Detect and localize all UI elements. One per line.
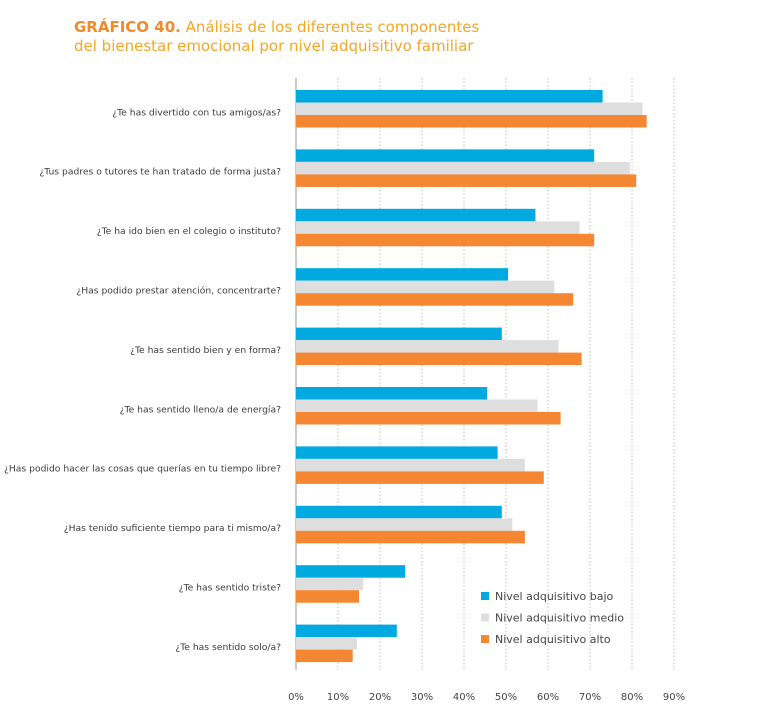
chart-title-line1: Análisis de los diferentes componentes bbox=[185, 18, 480, 36]
x-tick-label: 70% bbox=[579, 692, 601, 703]
x-tick-label: 50% bbox=[495, 692, 517, 703]
bar bbox=[296, 115, 647, 128]
bar bbox=[296, 90, 603, 103]
x-tick-label: 30% bbox=[411, 692, 433, 703]
bar bbox=[296, 149, 595, 162]
bar bbox=[296, 530, 525, 544]
x-tick-label: 60% bbox=[537, 692, 559, 703]
bar bbox=[296, 387, 488, 400]
x-tick-label: 20% bbox=[369, 692, 391, 703]
bar bbox=[296, 102, 643, 115]
chart-title: GRÁFICO 40. Análisis de los diferentes c… bbox=[74, 18, 714, 56]
bar bbox=[296, 412, 561, 425]
category-label: ¿Has podido prestar atención, concentrar… bbox=[76, 286, 281, 297]
x-tick-label: 40% bbox=[453, 692, 475, 703]
legend-label: Nivel adquisitivo medio bbox=[495, 612, 624, 625]
legend-swatch bbox=[481, 613, 489, 622]
x-tick-label: 90% bbox=[663, 692, 685, 703]
bar bbox=[296, 268, 509, 281]
category-label: ¿Te has sentido lleno/a de energía? bbox=[120, 404, 281, 415]
bar bbox=[296, 518, 513, 531]
category-label: ¿Te ha ido bien en el colegio o institut… bbox=[97, 226, 281, 237]
category-label: ¿Te has divertido con tus amigos/as? bbox=[112, 107, 281, 118]
bar bbox=[296, 399, 538, 412]
bar bbox=[296, 221, 580, 234]
bar bbox=[296, 352, 582, 366]
bar bbox=[296, 458, 525, 472]
chart-title-line2: del bienestar emocional por nivel adquis… bbox=[74, 37, 474, 55]
bar bbox=[296, 505, 502, 519]
bar bbox=[296, 340, 559, 353]
category-label: ¿Te has sentido solo/a? bbox=[175, 642, 281, 653]
bar bbox=[296, 637, 357, 650]
category-label: ¿Has podido hacer las cosas que querías … bbox=[4, 464, 281, 475]
bar bbox=[296, 327, 502, 341]
legend-swatch bbox=[481, 592, 489, 600]
bar bbox=[296, 624, 397, 638]
category-label: ¿Te has sentido triste? bbox=[179, 583, 281, 594]
x-tick-label: 10% bbox=[327, 692, 349, 703]
bar bbox=[296, 446, 498, 459]
bar bbox=[296, 590, 359, 603]
category-label: ¿Has tenido suficiente tiempo para ti mi… bbox=[64, 523, 281, 534]
bar bbox=[296, 565, 406, 578]
bar bbox=[296, 161, 630, 175]
category-label: ¿Te has sentido bien y en forma? bbox=[130, 345, 281, 356]
bar bbox=[296, 208, 536, 222]
bar bbox=[296, 577, 364, 591]
legend-swatch bbox=[481, 635, 489, 643]
x-tick-label: 0% bbox=[288, 692, 304, 703]
bar bbox=[296, 293, 574, 306]
bar bbox=[296, 174, 637, 187]
x-tick-label: 80% bbox=[621, 692, 643, 703]
legend-label: Nivel adquisitivo bajo bbox=[495, 590, 614, 603]
chart-number: GRÁFICO 40. bbox=[74, 18, 181, 36]
legend-label: Nivel adquisitivo alto bbox=[495, 633, 611, 646]
category-label: ¿Tus padres o tutores te han tratado de … bbox=[39, 167, 281, 178]
bar bbox=[296, 280, 555, 294]
bar bbox=[296, 471, 544, 484]
bar bbox=[296, 233, 595, 247]
bar bbox=[296, 649, 353, 663]
